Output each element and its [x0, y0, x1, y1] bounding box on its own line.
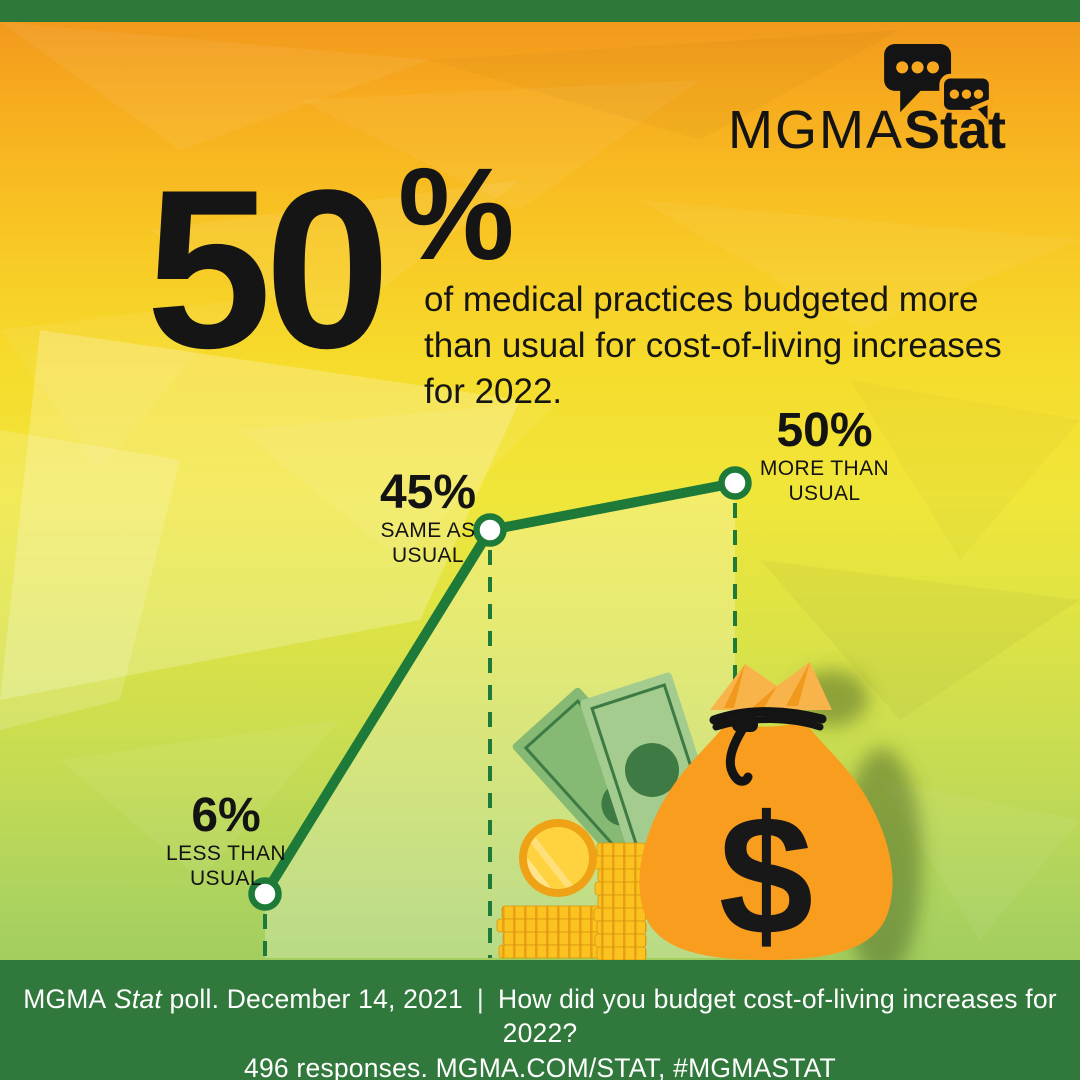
top-border-band	[0, 0, 1080, 22]
logo-wordmark: MGMAStat	[700, 102, 1006, 158]
footer-separator: |	[476, 984, 484, 1014]
logo-brand-suffix: Stat	[903, 100, 1006, 160]
point-label-more-than-usual: 50% MORE THAN USUAL	[722, 406, 927, 506]
point-label-same-as-usual: 45% SAME AS USUAL	[330, 468, 526, 568]
headline-stat-value: 50	[146, 142, 390, 395]
footer-band: MGMA Stat poll. December 14, 2021 | How di…	[0, 960, 1080, 1080]
point-caption: MORE THAN	[759, 457, 890, 480]
headline-description: of medical practices budgeted more than …	[424, 277, 1002, 415]
headline-description-line: for 2022.	[424, 372, 563, 411]
point-value: 6%	[191, 789, 261, 842]
headline-description-line: of medical practices budgeted more	[424, 280, 979, 319]
speech-bubbles-icon	[884, 44, 994, 131]
data-point-more-than-usual	[718, 466, 752, 500]
footer-brand: MGMA	[23, 984, 107, 1014]
headline-percent-sign: %	[398, 140, 515, 287]
point-value: 50%	[776, 404, 873, 457]
dollar-sign: $	[719, 781, 814, 971]
point-caption: USUAL	[189, 867, 263, 890]
footer-question: How did you budget cost-of-living increa…	[497, 984, 1057, 1048]
point-label-less-than-usual: 6% LESS THAN USUAL	[126, 791, 326, 891]
point-caption: USUAL	[788, 482, 861, 505]
data-point-less-than-usual	[248, 877, 282, 911]
money-bag-illustration: $	[496, 662, 922, 978]
coin-stack-icon	[496, 842, 647, 961]
money-bag-icon: $	[639, 662, 893, 971]
coin-icon	[519, 819, 597, 897]
footer-responses-line: 496 responses. MGMA.COM/STAT, #MGMASTAT	[244, 1053, 836, 1080]
footer-brand-italic: Stat	[114, 984, 162, 1014]
logo-brand: MGMA	[727, 100, 904, 160]
point-caption: SAME AS	[380, 519, 476, 542]
data-point-same-as-usual	[473, 513, 507, 547]
point-value: 45%	[379, 466, 477, 519]
headline-description-line: than usual for cost-of-living increases	[424, 326, 1002, 365]
point-caption: USUAL	[391, 544, 465, 567]
point-caption: LESS THAN	[166, 842, 286, 865]
footer-poll-info: poll. December 14, 2021	[169, 984, 463, 1014]
footer-poll-line: MGMA Stat poll. December 14, 2021 | How di…	[0, 982, 1080, 1050]
